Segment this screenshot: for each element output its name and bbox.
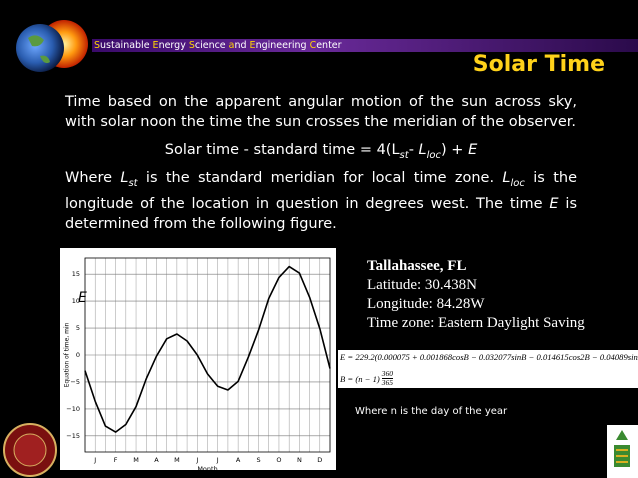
banner-word: and xyxy=(228,40,247,51)
banner-word: Engineering xyxy=(249,40,307,51)
plot-frame xyxy=(84,257,331,453)
equation-box: E = 229.2(0.000075 + 0.001868cosB − 0.03… xyxy=(338,350,638,388)
text-run: L xyxy=(502,170,511,186)
text-run: is the standard meridian for local time … xyxy=(137,170,503,186)
right-logo-lines xyxy=(616,449,628,463)
y-tick-label: 0 xyxy=(76,351,80,359)
text-run: L xyxy=(120,170,129,186)
text-run: Solar time - standard time = 4(L xyxy=(164,142,400,158)
x-tick-label: J xyxy=(195,456,198,464)
y-axis-label: Equation of time, min xyxy=(64,322,71,387)
globe xyxy=(16,24,64,72)
location-line: Longitude: 84.28W xyxy=(367,296,485,312)
text-run: E xyxy=(549,195,559,212)
y-tick-label: 5 xyxy=(76,324,80,332)
denominator: 365 xyxy=(381,378,394,387)
x-tick-label: A xyxy=(236,456,241,464)
subscript: loc xyxy=(510,177,525,189)
banner: Sustainable Energy Science and Engineering Ce… xyxy=(92,39,638,52)
x-tick-label: O xyxy=(276,456,281,464)
x-tick-label: D xyxy=(317,456,322,464)
x-tick-label: J xyxy=(216,456,219,464)
chart: −15 −10 −5 0 5 10 15 J F M A M J J A S O N D Month Equation … xyxy=(60,248,336,470)
continents xyxy=(28,35,50,64)
text-run: L xyxy=(418,142,427,158)
x-tick-label: N xyxy=(297,456,302,464)
x-tick-label: S xyxy=(256,456,260,464)
formula: Solar time - standard time = 4(Lst- Lloc… xyxy=(65,140,577,166)
paragraph: Where Lst is the standard meridian for l… xyxy=(65,168,577,234)
text-run: is determined from the following figure. xyxy=(65,195,577,232)
text-run: - xyxy=(408,142,419,158)
subscript: st xyxy=(128,177,138,189)
x-tick-label: A xyxy=(154,456,159,464)
text-run: is the longitude of the location in ques… xyxy=(65,170,577,212)
x-tick-label: F xyxy=(114,456,118,464)
equation: E = 229.2(0.000075 + 0.001868cosB − 0.03… xyxy=(340,352,638,362)
text-run: E xyxy=(468,142,478,158)
y-tick-label: −10 xyxy=(66,405,80,413)
banner-word: Center xyxy=(309,40,342,51)
slide-title: Solar Time xyxy=(472,52,605,77)
banner-word: Energy xyxy=(152,40,186,51)
note: Where n is the day of the year xyxy=(355,406,508,417)
text-run: ) + xyxy=(441,142,469,158)
right-logo-mark xyxy=(614,430,630,467)
numerator: 360 xyxy=(381,369,394,379)
subscript: st xyxy=(399,149,409,161)
x-tick-label: J xyxy=(93,456,96,464)
banner-word: Sustainable xyxy=(94,40,150,51)
location-title: Tallahassee, FL xyxy=(367,258,467,274)
paragraph: Time based on the apparent angular motio… xyxy=(65,94,577,130)
y-tick-label: 10 xyxy=(72,297,80,305)
y-tick-label: 15 xyxy=(72,270,80,278)
x-tick-label: M xyxy=(133,456,139,464)
y-tick-label: −5 xyxy=(70,378,80,386)
fraction: 360 365 xyxy=(381,369,394,387)
chart-bg xyxy=(60,248,336,470)
location-line: Time zone: Eastern Daylight Saving xyxy=(367,315,585,331)
x-tick-label: M xyxy=(174,456,180,464)
location-line: Latitude: 30.438N xyxy=(367,277,477,293)
y-tick-label: −15 xyxy=(66,432,80,440)
banner-word: Science xyxy=(188,40,226,51)
line xyxy=(84,265,331,433)
seal-inner xyxy=(13,433,47,467)
annotation: E xyxy=(78,290,87,306)
text-run: Where xyxy=(65,170,121,186)
equation: B = (n − 1) 360 365 xyxy=(340,369,394,387)
subscript: loc xyxy=(426,149,442,161)
x-axis-label: Month xyxy=(197,465,217,470)
equation-prefix: B = (n − 1) xyxy=(340,373,380,384)
